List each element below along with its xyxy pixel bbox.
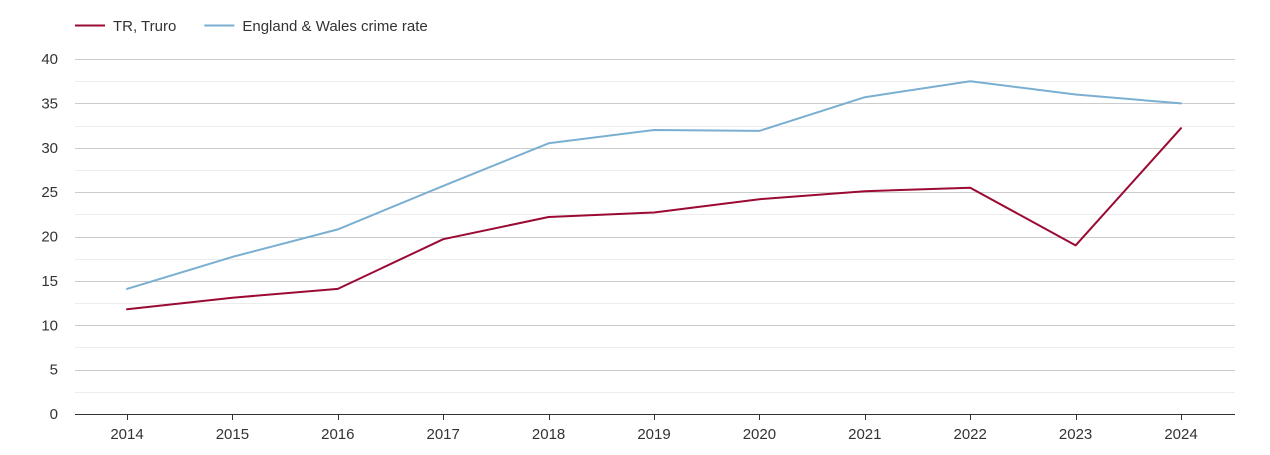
x-tick-label: 2023 (1059, 426, 1092, 443)
legend: TR, Truro England & Wales crime rate (75, 18, 428, 35)
y-tick-label: 35 (41, 95, 58, 112)
y-tick-label: 30 (41, 140, 58, 157)
x-tick-label: 2016 (321, 426, 354, 443)
y-tick-label: 15 (41, 273, 58, 290)
x-tick-label: 2019 (637, 426, 670, 443)
series-line (126, 80, 1182, 290)
y-tick-label: 20 (41, 229, 58, 246)
series-1 (126, 80, 1182, 290)
series-line (126, 127, 1182, 311)
x-tick-label: 2018 (532, 426, 565, 443)
x-tick-label: 2020 (743, 426, 776, 443)
legend-item[interactable]: England & Wales crime rate (204, 18, 428, 35)
y-tick-label: 5 (50, 362, 58, 379)
series-lines (126, 80, 1182, 311)
x-tick-label: 2024 (1164, 426, 1197, 443)
legend-item[interactable]: TR, Truro (75, 18, 176, 35)
legend-label: TR, Truro (113, 18, 176, 35)
y-tick-label: 25 (41, 184, 58, 201)
x-tick-label: 2015 (216, 426, 249, 443)
gridlines (75, 59, 1235, 393)
legend-label: England & Wales crime rate (242, 18, 427, 35)
x-tick-label: 2022 (954, 426, 987, 443)
y-tick-label: 10 (41, 317, 58, 334)
x-tick-label: 2021 (848, 426, 881, 443)
x-tick-label: 2014 (110, 426, 143, 443)
series-0 (126, 127, 1182, 311)
y-tick-label: 0 (50, 406, 58, 423)
y-tick-label: 40 (41, 51, 58, 68)
axes: 0 5 10 15 20 25 30 35 40 2014 2015 2016 2017 2018 2019… (41, 51, 1235, 443)
x-tick-label: 2017 (427, 426, 460, 443)
